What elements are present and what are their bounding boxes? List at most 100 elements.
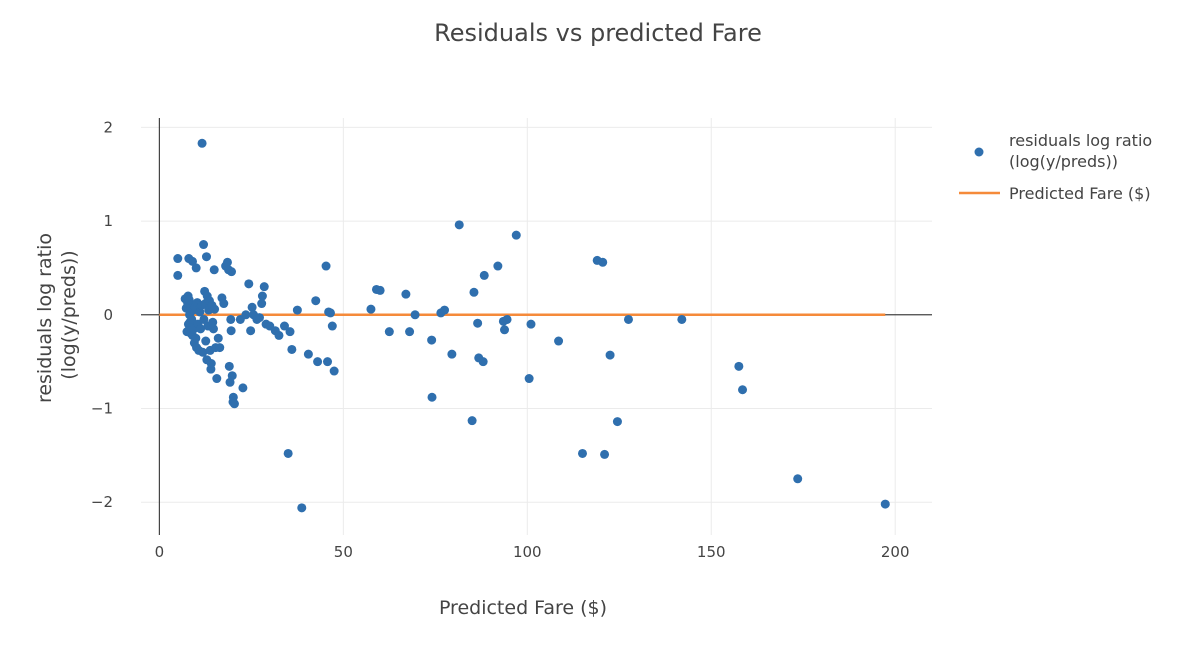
residual-point — [201, 252, 211, 262]
residual-point — [469, 287, 479, 297]
y-tick-label: −1 — [91, 399, 113, 417]
residual-point — [224, 361, 234, 371]
residual-point — [287, 344, 297, 354]
x-tick-label: 150 — [697, 543, 726, 561]
residual-point — [467, 416, 477, 426]
x-axis-title: Predicted Fare ($) — [439, 597, 607, 619]
residual-point — [524, 374, 534, 384]
residual-point — [366, 304, 376, 314]
residual-point — [208, 317, 218, 327]
residual-point — [254, 313, 264, 323]
residual-point — [526, 319, 536, 329]
gridlines — [141, 118, 932, 535]
residual-point — [454, 220, 464, 230]
x-axis-ticks: 0 50 100 150 200 — [155, 543, 910, 561]
residual-point — [196, 324, 206, 334]
residual-point — [499, 325, 509, 335]
residual-point — [554, 336, 564, 346]
y-axis-title-line-2: (log(y/preds)) — [58, 250, 80, 379]
residual-point — [473, 318, 483, 328]
residual-point — [738, 385, 748, 395]
residual-point — [511, 230, 521, 240]
residual-point — [327, 321, 337, 331]
residual-point — [283, 448, 293, 458]
residual-point — [623, 314, 633, 324]
residual-point — [257, 291, 267, 301]
legend-label-predicted-fare: Predicted Fare ($) — [1009, 184, 1151, 203]
residual-point — [199, 240, 209, 250]
residual-point — [303, 349, 313, 359]
residual-point — [297, 503, 307, 513]
residual-point — [212, 374, 222, 384]
residual-point — [222, 257, 232, 267]
y-tick-label: 1 — [103, 212, 113, 230]
residual-point — [375, 285, 385, 295]
residual-point — [677, 314, 687, 324]
legend-marker-icon — [974, 147, 984, 157]
y-tick-label: 2 — [103, 118, 113, 136]
residual-point — [405, 327, 415, 337]
residual-point — [734, 361, 744, 371]
residual-point — [199, 314, 209, 324]
x-tick-label: 200 — [881, 543, 910, 561]
y-axis-title: residuals log ratio (log(y/preds)) — [34, 227, 80, 403]
legend-item-predicted-fare[interactable]: Predicted Fare ($) — [959, 184, 1151, 203]
residual-point — [241, 310, 251, 320]
legend-label-residuals-line-2: (log(y/preds)) — [1009, 152, 1118, 171]
residual-point — [600, 449, 610, 459]
x-tick-label: 100 — [513, 543, 542, 561]
y-axis-title-line-1: residuals log ratio — [34, 233, 56, 403]
residual-point — [191, 263, 201, 273]
residual-point — [479, 270, 489, 280]
residual-point — [577, 448, 587, 458]
residual-point — [605, 350, 615, 360]
residual-point — [188, 256, 198, 266]
residual-point — [226, 326, 236, 336]
residual-point — [292, 305, 302, 315]
residual-point — [244, 279, 254, 289]
zero-lines — [141, 118, 932, 535]
residual-point — [279, 321, 289, 331]
residual-point — [311, 296, 321, 306]
residual-point — [247, 302, 257, 312]
residual-point — [219, 299, 229, 309]
legend-item-residuals[interactable]: residuals log ratio (log(y/preds)) — [974, 131, 1158, 171]
residual-point — [226, 314, 236, 324]
residual-point — [321, 261, 331, 271]
residual-point — [238, 383, 248, 393]
residual-point — [173, 270, 183, 280]
legend[interactable]: residuals log ratio (log(y/preds)) Predi… — [959, 131, 1157, 203]
residual-point — [478, 357, 488, 367]
residual-point — [213, 333, 223, 343]
residual-point — [274, 330, 284, 340]
residual-point — [246, 326, 256, 336]
residual-point — [410, 310, 420, 320]
residual-point — [793, 474, 803, 484]
residual-point — [325, 308, 335, 318]
residual-point — [206, 359, 216, 369]
residual-point — [323, 357, 333, 367]
residual-point — [427, 335, 437, 345]
residual-point — [187, 314, 197, 324]
residual-point — [880, 499, 890, 509]
legend-label-residuals: residuals log ratio (log(y/preds)) — [1009, 131, 1157, 171]
residual-point — [427, 392, 437, 402]
residual-point — [257, 299, 267, 309]
residual-point — [285, 327, 295, 337]
residual-point — [208, 324, 218, 334]
residual-point — [227, 267, 237, 277]
residual-point — [598, 257, 608, 267]
residual-point — [229, 399, 239, 409]
residual-point — [384, 327, 394, 337]
residual-point — [502, 314, 512, 324]
chart-title: Residuals vs predicted Fare — [434, 19, 762, 47]
x-tick-label: 0 — [155, 543, 165, 561]
residual-point — [197, 138, 207, 148]
residual-point — [440, 305, 450, 315]
residual-point — [209, 265, 219, 275]
residual-point — [329, 366, 339, 376]
residual-point — [173, 254, 183, 264]
residual-point — [401, 289, 411, 299]
y-tick-label: 0 — [103, 306, 113, 324]
legend-label-residuals-line-1: residuals log ratio — [1009, 131, 1152, 150]
